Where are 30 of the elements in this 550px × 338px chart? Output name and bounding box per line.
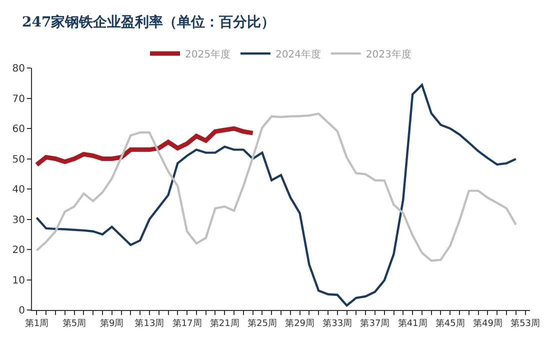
y-tick-label: 70 [12,94,25,105]
y-tick-label: 60 [12,124,25,135]
x-tick-label: 第33周 [322,318,352,329]
x-tick-label: 第13周 [134,318,164,329]
x-tick-label: 第41周 [398,318,428,329]
x-tick-label: 第21周 [210,318,240,329]
line-series [36,112,518,262]
line-series [34,126,256,168]
y-tick-label: 40 [12,184,25,196]
chart-title: 247家钢铁企业盈利率（单位：百分比） [22,14,276,31]
x-tick-label: 第37周 [360,318,390,329]
y-tick-label: 80 [12,64,25,74]
x-tick-label: 第49周 [472,318,502,329]
y-tick-label: 0 [18,306,25,316]
y-tick-label: 30 [12,214,25,226]
x-tick-label: 第53周 [510,318,540,329]
y-tick-label: 10 [12,275,25,286]
x-tick-label: 第25周 [247,318,277,329]
x-tick-label: 第17周 [172,318,202,329]
x-tick-label: 第29周 [285,318,315,329]
y-tick-label: 20 [12,245,25,256]
legend-label: 2025年度 [185,48,230,60]
x-tick-label: 第5周 [62,318,86,329]
x-tick-label: 第9周 [100,318,124,329]
y-tick-label: 50 [12,154,25,166]
x-tick-label: 第45周 [435,318,465,329]
line-series [36,84,518,307]
x-tick-label: 第1周 [24,318,49,329]
legend-label: 2023年度 [366,48,412,60]
legend-label: 2024年度 [275,48,321,60]
